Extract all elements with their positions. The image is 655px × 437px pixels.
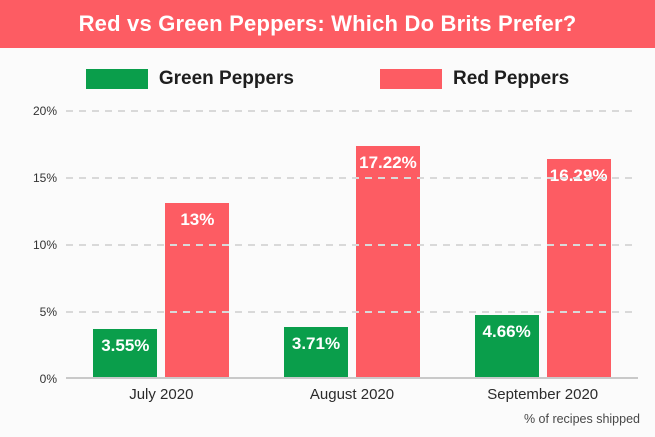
bar: 16.29% <box>546 158 611 377</box>
legend-item-1: Red Peppers <box>380 68 569 90</box>
y-axis-tick-label: 20% <box>32 104 57 118</box>
bar: 17.22% <box>355 146 420 377</box>
chart-plot-area: 3.55% 13% 3.71% 17.22% 4.66% 16.29% July 2020… <box>33 104 638 403</box>
bar: 13% <box>165 202 230 377</box>
x-axis-category-label: July 2020 <box>129 386 194 403</box>
bar-value-label: 17.22% <box>359 153 417 173</box>
legend-swatch <box>85 69 148 89</box>
bar-value-label: 13% <box>180 209 215 229</box>
y-axis-tick-label: 0% <box>39 372 57 386</box>
legend-label: Green Peppers <box>158 68 294 89</box>
bar-group: 3.71% 17.22% <box>283 146 420 377</box>
chart-footnote: % of recipes shipped <box>523 412 640 426</box>
bar: 3.55% <box>93 329 158 377</box>
bar-groups: 3.55% 13% 3.71% 17.22% 4.66% 16.29% <box>66 111 638 377</box>
y-axis-tick-label: 15% <box>32 171 57 185</box>
bar-value-label: 4.66% <box>482 321 531 341</box>
x-axis-category-label: September 2020 <box>487 386 599 403</box>
y-axis-tick-label: 5% <box>39 305 57 319</box>
gridline <box>66 311 638 313</box>
legend-item-0: Green Peppers <box>85 68 294 90</box>
legend: Green Peppers Red Peppers <box>0 66 655 92</box>
gridline <box>66 110 638 112</box>
bar: 3.71% <box>283 327 348 377</box>
bar: 4.66% <box>474 314 539 377</box>
x-axis-category-label: August 2020 <box>309 386 395 403</box>
legend-swatch <box>380 69 442 89</box>
gridline <box>66 177 638 179</box>
bar-group: 4.66% 16.29% <box>474 158 611 377</box>
gridline <box>66 244 638 246</box>
bar-group: 3.55% 13% <box>93 202 230 377</box>
chart-title: Red vs Green Peppers: Which Do Brits Pre… <box>78 11 577 36</box>
bar-value-label: 3.71% <box>291 334 341 354</box>
y-axis-tick-label: 10% <box>32 238 57 252</box>
x-axis-labels: July 2020 August 2020 September 2020 <box>66 386 638 403</box>
bar-value-label: 16.29% <box>549 165 608 185</box>
title-banner: Red vs Green Peppers: Which Do Brits Pre… <box>0 0 655 48</box>
legend-label: Red Peppers <box>453 68 570 89</box>
bar-value-label: 3.55% <box>101 336 150 356</box>
